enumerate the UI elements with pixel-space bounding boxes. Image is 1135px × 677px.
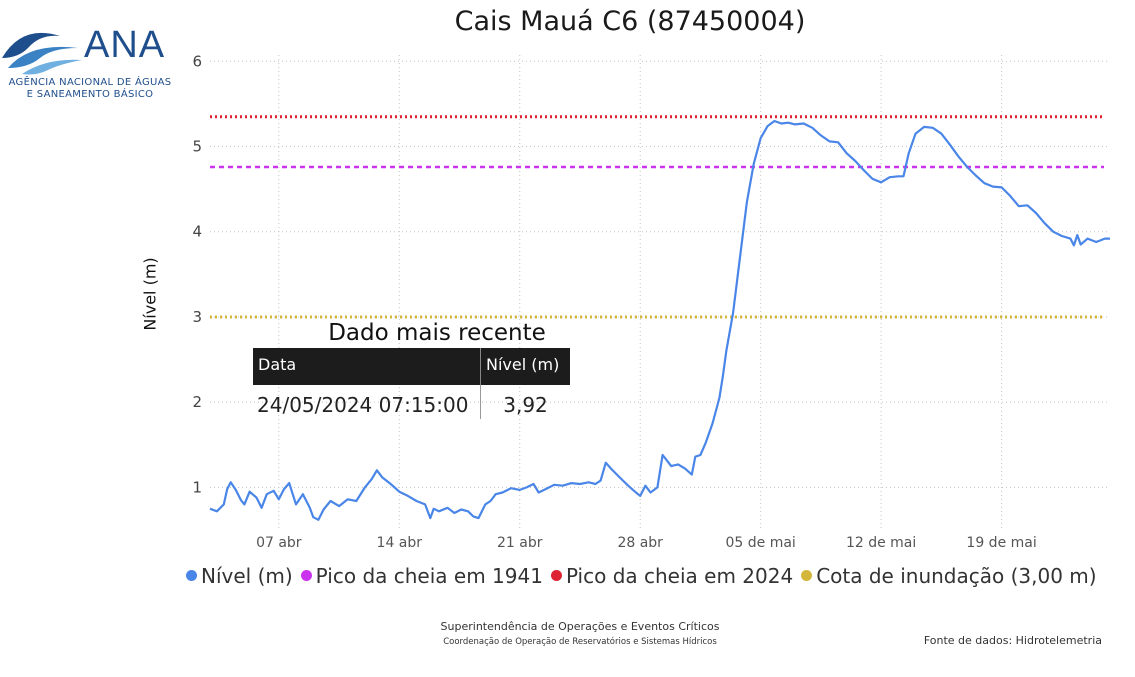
- recent-col-date: Data: [253, 348, 481, 385]
- legend-label: Pico da cheia em 2024: [565, 564, 794, 588]
- y-tick-label: 2: [192, 393, 202, 411]
- y-tick-label: 4: [192, 223, 202, 241]
- y-tick-label: 6: [192, 52, 202, 70]
- footer-superintendence: Superintendência de Operações e Eventos …: [440, 620, 720, 633]
- ana-logo-mark: [2, 32, 82, 75]
- legend-label: Pico da cheia em 1941: [315, 564, 543, 588]
- y-tick-label: 5: [192, 138, 202, 156]
- recent-col-level: Nível (m): [480, 348, 570, 385]
- x-tick-label: 14 abr: [377, 535, 423, 551]
- legend-item: Nível (m): [186, 564, 293, 588]
- legend-item: Cota de inundação (3,00 m): [801, 564, 1097, 588]
- logo-name: ANA: [84, 24, 166, 66]
- x-tick-label: 28 abr: [617, 535, 663, 551]
- chart-title: Cais Mauá C6 (87450004): [454, 6, 806, 37]
- legend-marker: [186, 570, 197, 581]
- legend-label: Nível (m): [201, 564, 293, 588]
- x-tick-label: 19 de mai: [966, 535, 1036, 551]
- recent-data-table: Data Nível (m) 24/05/2024 07:15:00 3,92: [253, 348, 570, 419]
- legend-marker: [550, 570, 562, 581]
- legend-item: Pico da cheia em 2024: [550, 564, 794, 588]
- recent-data-title: Dado mais recente: [328, 320, 546, 346]
- data-source: Fonte de dados: Hidrotelemetria: [923, 634, 1102, 647]
- y-tick-label: 1: [192, 478, 202, 496]
- x-tick-label: 12 de mai: [846, 535, 916, 551]
- x-tick-label: 07 abr: [256, 535, 302, 551]
- legend-marker: [300, 570, 312, 581]
- legend-marker: [801, 570, 813, 581]
- ana-logo: ANA AGÊNCIA NACIONAL DE ÁGUAS E SANEAMEN…: [0, 8, 180, 108]
- legend-label: Cota de inundação (3,00 m): [816, 564, 1097, 588]
- x-tick-label: 05 de mai: [726, 535, 796, 551]
- footer-coordination: Coordenação de Operação de Reservatórios…: [443, 637, 717, 647]
- y-tick-label: 3: [192, 308, 202, 326]
- recent-data-panel: Dado mais recente Data Nível (m) 24/05/2…: [253, 320, 571, 419]
- legend-item: Pico da cheia em 1941: [300, 564, 543, 588]
- recent-date-value: 24/05/2024 07:15:00: [253, 385, 481, 419]
- chart-legend: Nível (m) Pico da cheia em 1941 Pico da ch…: [186, 564, 1105, 588]
- series-line-nivel: [209, 119, 1110, 521]
- recent-level-value: 3,92: [503, 393, 548, 417]
- x-tick-label: 21 abr: [497, 535, 543, 551]
- logo-subtitle-line2: E SANEAMENTO BÁSICO: [26, 89, 154, 100]
- logo-subtitle-line1: AGÊNCIA NACIONAL DE ÁGUAS: [8, 77, 172, 88]
